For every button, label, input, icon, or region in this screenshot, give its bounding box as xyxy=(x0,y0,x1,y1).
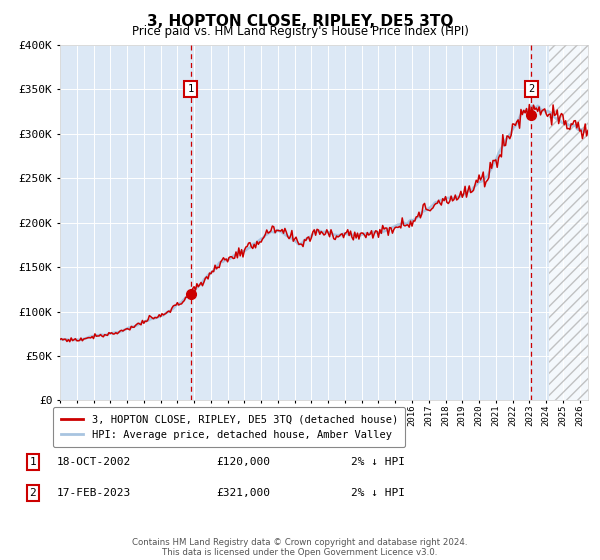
HPI: Average price, detached house, Amber Valley: (2e+03, 9.3e+04): Average price, detached house, Amber Val… xyxy=(153,314,160,321)
3, HOPTON CLOSE, RIPLEY, DE5 3TQ (detached house) xyxy=(451,196,458,203)
Text: Contains HM Land Registry data © Crown copyright and database right 2024.
This d: Contains HM Land Registry data © Crown c… xyxy=(132,538,468,557)
HPI: Average price, detached house, Amber Valley: (2.02e+03, 3.31e+05): Average price, detached house, Amber Val… xyxy=(534,102,541,109)
HPI: Average price, detached house, Amber Valley: (2e+03, 6.8e+04): Average price, detached house, Amber Val… xyxy=(72,337,79,343)
Text: 2% ↓ HPI: 2% ↓ HPI xyxy=(351,457,405,467)
HPI: Average price, detached house, Amber Valley: (2.02e+03, 2.34e+05): Average price, detached house, Amber Val… xyxy=(463,189,470,196)
3, HOPTON CLOSE, RIPLEY, DE5 3TQ (detached house) xyxy=(463,194,470,200)
Text: 17-FEB-2023: 17-FEB-2023 xyxy=(57,488,131,498)
3, HOPTON CLOSE, RIPLEY, DE5 3TQ (detached house) xyxy=(526,101,533,108)
3, HOPTON CLOSE, RIPLEY, DE5 3TQ (detached house) xyxy=(153,315,160,321)
3, HOPTON CLOSE, RIPLEY, DE5 3TQ (detached house) xyxy=(372,227,379,234)
Text: £120,000: £120,000 xyxy=(216,457,270,467)
HPI: Average price, detached house, Amber Valley: (2.03e+03, 3e+05): Average price, detached house, Amber Val… xyxy=(586,130,593,137)
Text: 1: 1 xyxy=(187,84,194,94)
HPI: Average price, detached house, Amber Valley: (2e+03, 6.84e+04): Average price, detached house, Amber Val… xyxy=(56,336,64,343)
Text: 18-OCT-2002: 18-OCT-2002 xyxy=(57,457,131,467)
Bar xyxy=(549,45,588,400)
HPI: Average price, detached house, Amber Valley: (2.01e+03, 1.89e+05): Average price, detached house, Amber Val… xyxy=(372,229,379,236)
HPI: Average price, detached house, Amber Valley: (2.02e+03, 2.28e+05): Average price, detached house, Amber Val… xyxy=(451,195,458,202)
3, HOPTON CLOSE, RIPLEY, DE5 3TQ (detached house) xyxy=(56,336,64,343)
Text: 2% ↓ HPI: 2% ↓ HPI xyxy=(351,488,405,498)
Text: 1: 1 xyxy=(29,457,37,467)
HPI: Average price, detached house, Amber Valley: (2.01e+03, 1.86e+05): Average price, detached house, Amber Val… xyxy=(350,231,357,238)
Legend: 3, HOPTON CLOSE, RIPLEY, DE5 3TQ (detached house), HPI: Average price, detached : 3, HOPTON CLOSE, RIPLEY, DE5 3TQ (detach… xyxy=(53,407,405,447)
Text: 2: 2 xyxy=(29,488,37,498)
3, HOPTON CLOSE, RIPLEY, DE5 3TQ (detached house) xyxy=(66,338,73,345)
Line: HPI: Average price, detached house, Amber Valley: HPI: Average price, detached house, Ambe… xyxy=(60,106,589,340)
Text: 3, HOPTON CLOSE, RIPLEY, DE5 3TQ: 3, HOPTON CLOSE, RIPLEY, DE5 3TQ xyxy=(147,14,453,29)
Text: 2: 2 xyxy=(528,84,535,94)
Line: 3, HOPTON CLOSE, RIPLEY, DE5 3TQ (detached house): 3, HOPTON CLOSE, RIPLEY, DE5 3TQ (detach… xyxy=(60,105,589,342)
3, HOPTON CLOSE, RIPLEY, DE5 3TQ (detached house) xyxy=(294,238,301,245)
3, HOPTON CLOSE, RIPLEY, DE5 3TQ (detached house) xyxy=(586,127,593,133)
HPI: Average price, detached house, Amber Valley: (2.01e+03, 1.76e+05): Average price, detached house, Amber Val… xyxy=(294,240,301,247)
Text: £321,000: £321,000 xyxy=(216,488,270,498)
Text: Price paid vs. HM Land Registry's House Price Index (HPI): Price paid vs. HM Land Registry's House … xyxy=(131,25,469,38)
3, HOPTON CLOSE, RIPLEY, DE5 3TQ (detached house) xyxy=(350,236,357,243)
